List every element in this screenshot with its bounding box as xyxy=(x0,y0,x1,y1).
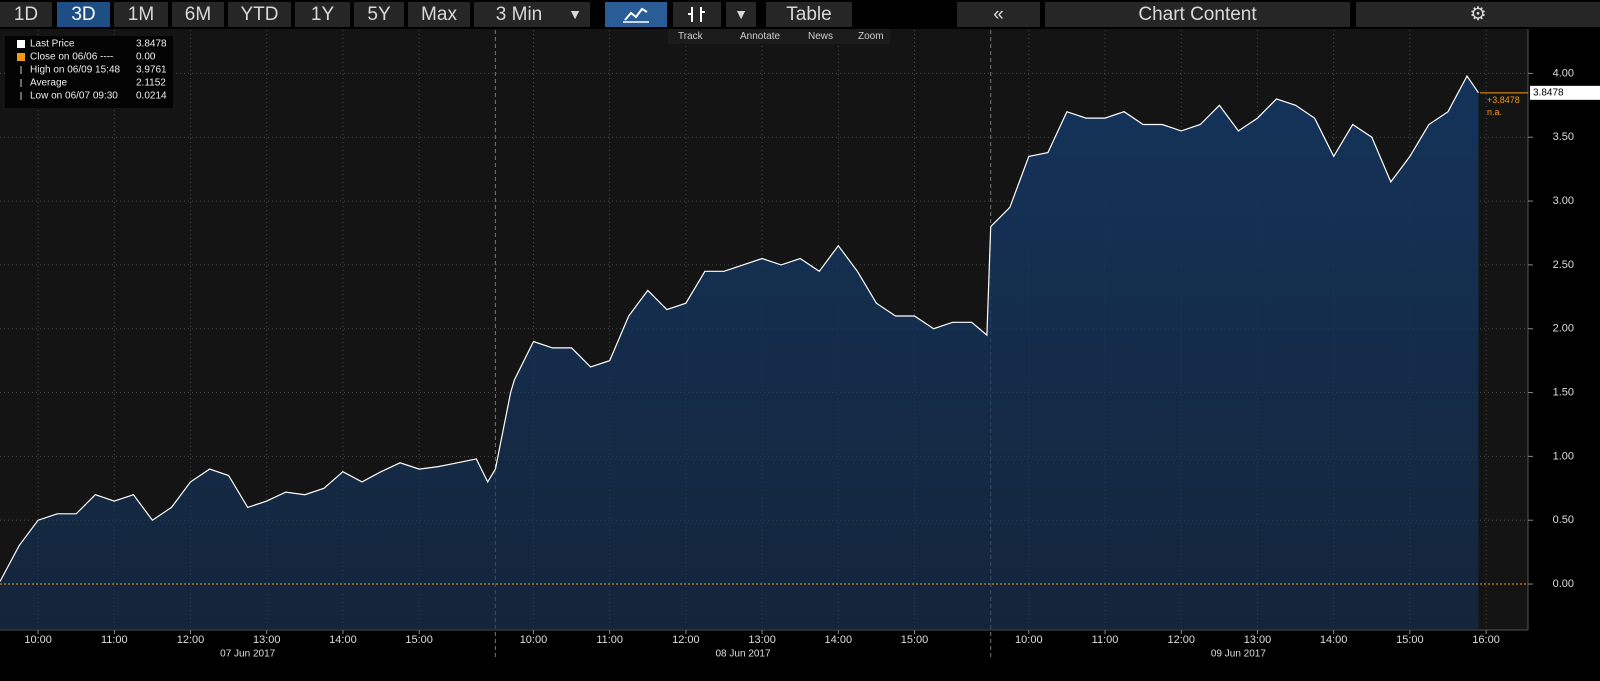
y-tick-label: 3.00 xyxy=(1553,195,1574,207)
legend-label: High on 06/09 15:48 xyxy=(30,65,121,76)
x-tick-label: 10:00 xyxy=(24,634,52,646)
tool[interactable]: Zoom xyxy=(858,31,884,42)
date-label: 09 Jun 2017 xyxy=(1211,649,1266,660)
range-button[interactable]: 6M xyxy=(172,2,224,27)
icon xyxy=(688,7,705,22)
y-tick-label: 4.00 xyxy=(1553,67,1574,79)
table-button[interactable]: Table xyxy=(766,2,852,27)
legend-swatch xyxy=(17,53,25,61)
label: Chart Content xyxy=(1138,4,1257,25)
y-tick-label: 1.50 xyxy=(1553,386,1574,398)
y-tick-label: 3.50 xyxy=(1553,131,1574,143)
tool-bar: Track Annotate News Zoom xyxy=(668,29,890,44)
tool[interactable]: Track xyxy=(678,31,703,42)
dropdown-arrow[interactable]: ▼ xyxy=(560,2,590,27)
range-button[interactable]: 1M xyxy=(114,2,168,27)
legend-value: 0.0214 xyxy=(136,91,167,102)
legend-value: 2.1152 xyxy=(136,78,166,89)
y-tick-label: 2.00 xyxy=(1553,323,1574,335)
change-label: +3.8478 xyxy=(1487,95,1520,105)
range-button[interactable]: YTD xyxy=(228,2,291,27)
x-axis-background xyxy=(0,630,1600,681)
x-tick-label: 15:00 xyxy=(1396,634,1424,646)
range-button[interactable]: 3D xyxy=(57,2,110,27)
date-label: 08 Jun 2017 xyxy=(716,649,771,660)
x-tick-label: 10:00 xyxy=(1015,634,1043,646)
legend-box xyxy=(5,36,173,108)
y-tick-label: 0.50 xyxy=(1553,514,1574,526)
settings-button[interactable]: ⚙ xyxy=(1356,2,1600,27)
legend-label: Close on 06/06 ---- xyxy=(30,52,113,63)
legend-label: Low on 06/07 09:30 xyxy=(30,91,118,102)
x-tick-label: 14:00 xyxy=(1320,634,1348,646)
x-tick-label: 15:00 xyxy=(405,634,433,646)
legend-label: Last Price xyxy=(30,39,75,50)
x-tick-label: 12:00 xyxy=(672,634,700,646)
y-tick-label: 1.00 xyxy=(1553,450,1574,462)
last-price-tag xyxy=(1530,85,1600,100)
x-tick-label: 13:00 xyxy=(748,634,776,646)
legend-label: Average xyxy=(30,78,68,89)
x-tick-label: 14:00 xyxy=(329,634,357,646)
x-tick-label: 16:00 xyxy=(1472,634,1500,646)
last-price-label: 3.8478 xyxy=(1533,87,1564,98)
interval-button[interactable]: 3 Min xyxy=(474,2,564,27)
area xyxy=(0,76,1479,630)
x-tick-label: 11:00 xyxy=(596,634,623,646)
x-tick-label: 12:00 xyxy=(1167,634,1195,646)
toolbar: 1D 3D 1M 6M YTD 1Y 5Y Max 3 Min ▼ ▼ Tabl… xyxy=(0,0,1600,29)
x-tick-label: 14:00 xyxy=(825,634,853,646)
legend-swatch xyxy=(17,40,25,48)
legend-value: 0.00 xyxy=(136,52,156,63)
icon xyxy=(623,7,649,23)
y-tick-label: 0.00 xyxy=(1553,578,1574,590)
range-button[interactable]: Max xyxy=(408,2,470,27)
change-pct-label: n.a. xyxy=(1487,107,1502,117)
date-label: 07 Jun 2017 xyxy=(220,649,275,660)
legend-value: 3.9761 xyxy=(136,65,167,76)
x-tick-label: 10:00 xyxy=(520,634,548,646)
tool[interactable]: News xyxy=(808,31,834,42)
x-tick-label: 13:00 xyxy=(253,634,281,646)
dropdown-arrow[interactable]: ▼ xyxy=(726,2,756,27)
range-button[interactable]: 1D xyxy=(0,2,52,27)
legend-value: 3.8478 xyxy=(136,39,167,50)
tool[interactable]: Annotate xyxy=(740,31,781,42)
y-tick-label: 2.50 xyxy=(1553,259,1574,271)
bar-type-button[interactable] xyxy=(673,2,721,27)
x-tick-label: 15:00 xyxy=(901,634,929,646)
x-tick-label: 12:00 xyxy=(177,634,205,646)
collapse-button[interactable]: « xyxy=(957,2,1040,27)
chart-type-button[interactable] xyxy=(605,2,667,27)
chart-content-button[interactable]: Chart Content xyxy=(1045,2,1350,27)
range-button[interactable]: 1Y xyxy=(295,2,350,27)
x-tick-label: 13:00 xyxy=(1244,634,1272,646)
price-line xyxy=(0,74,1479,582)
range-button[interactable]: 5Y xyxy=(354,2,404,27)
x-tick-label: 11:00 xyxy=(1092,634,1119,646)
x-tick-label: 11:00 xyxy=(101,634,128,646)
